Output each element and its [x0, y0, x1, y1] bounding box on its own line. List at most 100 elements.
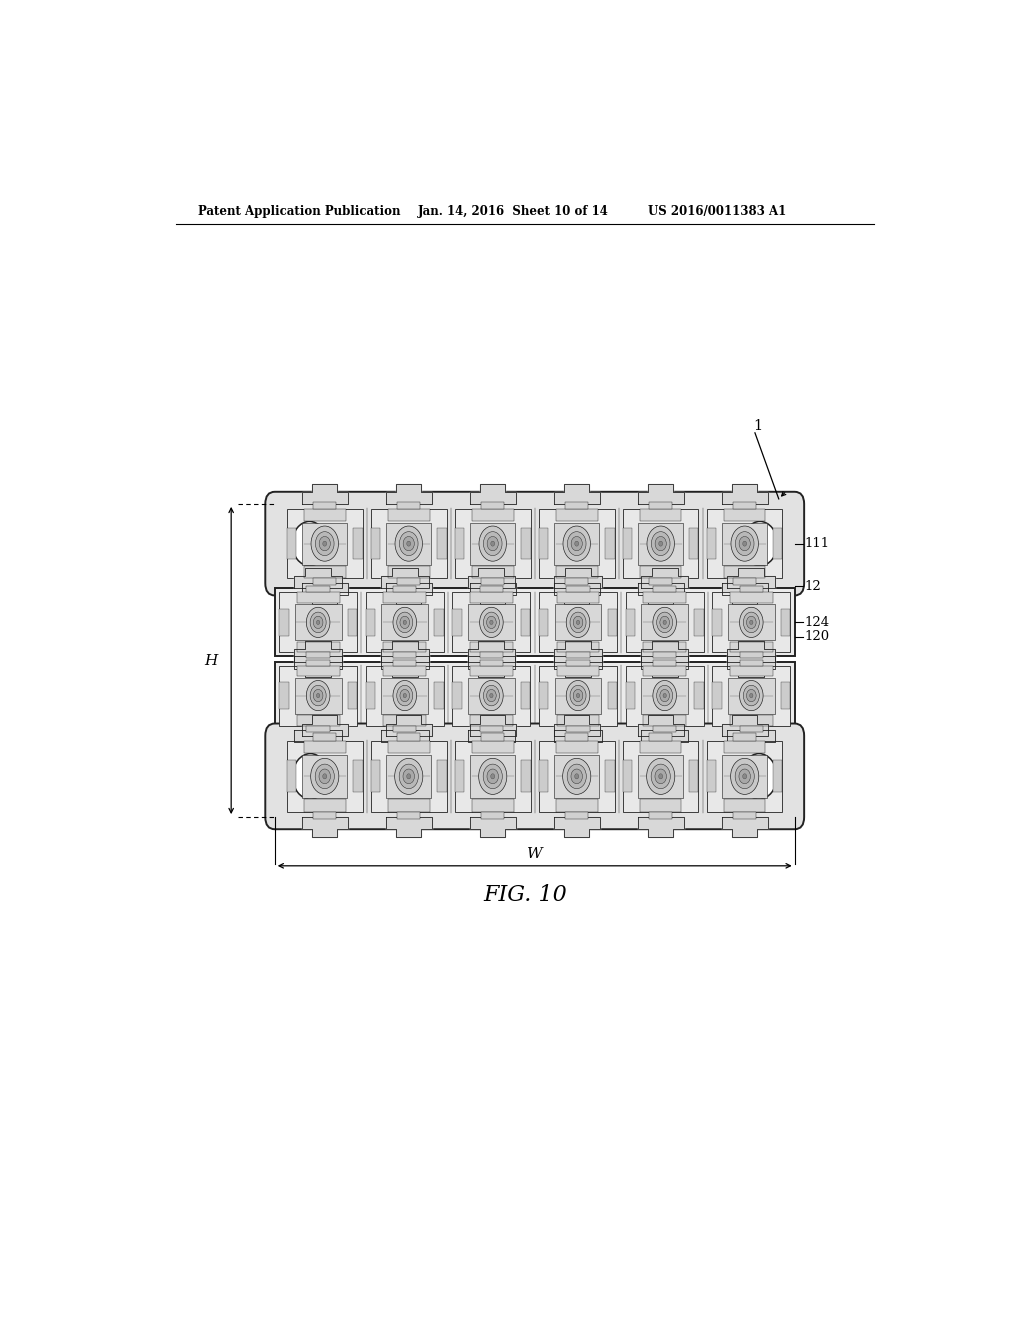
Bar: [481, 578, 504, 586]
Circle shape: [571, 770, 583, 784]
Polygon shape: [381, 656, 429, 677]
Circle shape: [403, 693, 407, 698]
Bar: [566, 652, 590, 659]
Bar: [607, 682, 617, 709]
Bar: [295, 677, 342, 714]
Polygon shape: [381, 730, 429, 750]
Polygon shape: [468, 568, 515, 589]
Polygon shape: [554, 656, 602, 677]
Polygon shape: [641, 642, 688, 661]
Bar: [297, 593, 340, 603]
Bar: [694, 609, 703, 636]
Polygon shape: [638, 583, 684, 603]
Bar: [434, 609, 443, 636]
Circle shape: [653, 681, 677, 710]
Polygon shape: [470, 583, 516, 603]
Polygon shape: [302, 715, 348, 735]
Bar: [565, 578, 588, 586]
Bar: [565, 734, 588, 741]
Polygon shape: [554, 483, 600, 504]
Polygon shape: [638, 715, 684, 735]
Circle shape: [483, 764, 503, 788]
Bar: [643, 665, 686, 676]
Bar: [274, 589, 795, 656]
Bar: [707, 528, 716, 560]
Bar: [641, 677, 688, 714]
Circle shape: [750, 693, 753, 698]
Bar: [481, 502, 504, 508]
Circle shape: [731, 527, 759, 561]
Bar: [306, 652, 330, 659]
Polygon shape: [302, 817, 348, 837]
Bar: [739, 660, 763, 665]
Bar: [381, 677, 428, 714]
Bar: [539, 528, 548, 560]
Circle shape: [567, 532, 586, 556]
Bar: [353, 760, 362, 792]
Bar: [722, 523, 767, 565]
Bar: [713, 682, 722, 709]
Circle shape: [663, 620, 667, 624]
Bar: [393, 586, 417, 593]
Polygon shape: [386, 483, 432, 504]
Bar: [557, 642, 599, 652]
Bar: [689, 760, 698, 792]
Bar: [397, 734, 420, 741]
Circle shape: [490, 541, 495, 546]
Circle shape: [742, 521, 777, 566]
Circle shape: [577, 693, 580, 698]
Circle shape: [403, 536, 415, 550]
Circle shape: [653, 607, 677, 638]
Text: W: W: [527, 846, 543, 861]
Polygon shape: [641, 730, 688, 750]
Polygon shape: [638, 817, 684, 837]
Bar: [566, 586, 590, 593]
Bar: [302, 755, 347, 797]
Text: 111: 111: [804, 537, 829, 550]
Bar: [773, 760, 782, 792]
Bar: [470, 593, 513, 603]
Circle shape: [311, 527, 339, 561]
Bar: [730, 642, 773, 652]
Circle shape: [658, 774, 663, 779]
Bar: [383, 642, 426, 652]
Bar: [453, 665, 530, 726]
Bar: [649, 734, 672, 741]
Circle shape: [730, 758, 759, 795]
Bar: [287, 760, 296, 792]
Bar: [353, 528, 362, 560]
Bar: [306, 660, 330, 665]
Circle shape: [571, 536, 583, 550]
Bar: [383, 593, 426, 603]
Circle shape: [735, 532, 754, 556]
Bar: [733, 502, 756, 508]
Circle shape: [659, 616, 670, 628]
Bar: [455, 528, 464, 560]
Circle shape: [742, 541, 746, 546]
Polygon shape: [470, 817, 516, 837]
Circle shape: [651, 532, 670, 556]
Bar: [649, 812, 672, 820]
Bar: [383, 665, 426, 676]
Circle shape: [306, 681, 330, 710]
Bar: [722, 755, 767, 797]
Text: US 2016/0011383 A1: US 2016/0011383 A1: [648, 205, 786, 218]
Circle shape: [487, 770, 499, 784]
Circle shape: [563, 527, 591, 561]
Bar: [707, 741, 782, 812]
Bar: [479, 586, 503, 593]
Polygon shape: [638, 483, 684, 504]
Text: Jan. 14, 2016  Sheet 10 of 14: Jan. 14, 2016 Sheet 10 of 14: [418, 205, 608, 218]
Polygon shape: [468, 642, 515, 661]
Circle shape: [746, 689, 756, 702]
Bar: [388, 508, 429, 521]
Circle shape: [570, 612, 586, 632]
Circle shape: [399, 532, 418, 556]
Circle shape: [316, 693, 319, 698]
Circle shape: [739, 681, 763, 710]
Text: H: H: [205, 653, 218, 668]
Polygon shape: [641, 656, 688, 677]
Polygon shape: [468, 730, 515, 750]
Bar: [393, 726, 417, 731]
Bar: [313, 812, 336, 820]
